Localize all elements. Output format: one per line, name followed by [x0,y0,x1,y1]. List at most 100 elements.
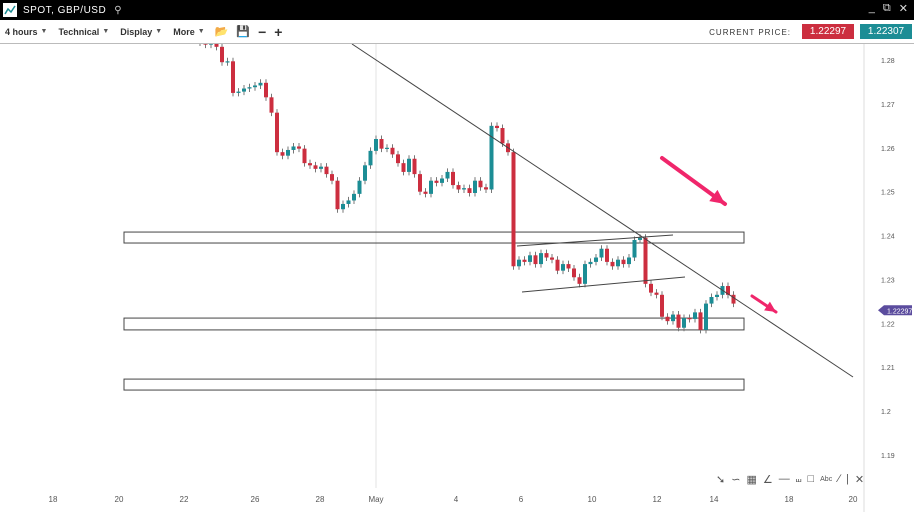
popout-icon[interactable]: ⧉ [882,2,891,14]
candle-body [660,294,664,317]
x-tick-label: 20 [849,495,858,504]
more-dropdown[interactable]: More ▼ [173,27,204,37]
candle-body [445,171,450,179]
x-tick-label: 20 [115,495,124,504]
candle-body [462,188,466,190]
sell-price-button[interactable]: 1.22297 [802,24,854,39]
candle-body [264,82,268,98]
candle-body [555,259,560,271]
arrow-head-icon [709,189,725,204]
candle-body [533,255,538,265]
candle-body [368,150,373,166]
trendline [351,44,854,378]
candle-body [550,257,554,260]
candle-body [324,166,329,175]
candle-body [539,253,543,265]
app-logo-icon [3,3,17,17]
technical-label: Technical [58,26,100,37]
rectangle-tool-icon[interactable]: □ [807,473,815,485]
candle-body [511,152,516,267]
pointer-tool-icon[interactable]: ➘ [716,474,726,486]
search-icon[interactable]: ⚲ [114,4,122,16]
candle-body [500,128,505,144]
candle-body [374,139,378,151]
candle-body [247,87,252,89]
zoom-out-icon[interactable]: − [258,23,267,40]
candle-body [302,148,307,164]
horizontal-line-tool-icon[interactable]: — [778,473,790,485]
y-tick-label: 1.2 [881,409,891,416]
candle-body [682,318,686,328]
more-label: More [173,26,195,37]
candle-body [209,44,213,45]
candle-body [291,146,296,150]
candle-body [214,44,219,47]
candle-body [236,91,241,93]
candle-body [352,193,356,201]
candle-body [319,166,323,169]
candle-body [489,125,494,190]
fan-tool-icon[interactable]: ∠ [762,474,773,486]
candle-body [346,200,351,204]
x-tick-label: May [368,495,383,504]
candle-body [407,158,411,172]
candle-body [258,82,263,86]
chevron-down-icon: ▼ [40,28,48,35]
candle-body [544,253,549,258]
trendline-tool-icon[interactable]: ⧢ [795,473,802,485]
candle-body [385,147,389,149]
timeframe-label: 4 hours [5,26,38,37]
x-tick-label: 18 [49,495,58,504]
candle-body [451,171,455,186]
candle-body [467,188,472,193]
y-tick-label: 1.21 [881,365,895,372]
x-tick-label: 18 [785,495,794,504]
candle-body [605,248,609,262]
candle-body [649,283,653,293]
technical-dropdown[interactable]: Technical ▼ [58,27,109,37]
candle-body [429,180,433,194]
y-tick-label: 1.28 [881,58,895,65]
y-tick-label: 1.25 [881,190,895,197]
freehand-tool-icon[interactable]: ∽ [731,474,741,486]
save-icon[interactable]: 💾 [236,26,251,38]
folder-open-icon[interactable]: 📂 [214,26,229,38]
zoom-in-icon[interactable]: + [274,23,283,40]
text-tool-icon[interactable]: Abc [820,476,833,483]
candle-body [423,191,428,194]
vertical-line-tool-icon[interactable]: | [846,473,849,485]
y-tick-label: 1.24 [881,234,895,241]
candle-body [676,314,681,328]
price-chart[interactable]: 1.28 1.27 1.26 1.25 1.24 1.23 1.22 1.21 1.2 1.19 1… [0,44,914,512]
minimize-icon[interactable]: _ [868,2,875,14]
x-tick-label: 26 [251,495,260,504]
line-tool-icon[interactable]: ∕ [838,473,841,485]
candle-body [379,139,384,149]
delete-drawings-icon[interactable]: ✕ [854,474,865,486]
candle-body [566,264,571,269]
arrow-head-icon [764,301,776,312]
candle-body [242,88,246,92]
candle-body [335,180,340,210]
timeframe-dropdown[interactable]: 4 hours ▼ [5,27,47,37]
x-tick-label: 14 [710,495,719,504]
candle-body [731,294,736,304]
candle-body [495,125,499,129]
candle-body [220,46,224,63]
candle-body [594,257,598,262]
buy-price-button[interactable]: 1.22307 [860,24,912,39]
fibonacci-tool-icon[interactable]: ▦ [746,474,757,486]
window-title: SPOT, GBP/USD [23,4,107,16]
candle-body [297,146,301,149]
candle-body [280,152,285,156]
close-icon[interactable]: ✕ [898,3,908,15]
display-dropdown[interactable]: Display ▼ [120,27,162,37]
candle-body [269,97,274,113]
display-label: Display [120,26,153,37]
candle-body [275,112,279,153]
x-tick-label: 4 [454,495,459,504]
x-tick-label: 28 [316,495,325,504]
candle-body [412,158,417,175]
candle-body [363,165,367,181]
candle-body [440,178,444,183]
